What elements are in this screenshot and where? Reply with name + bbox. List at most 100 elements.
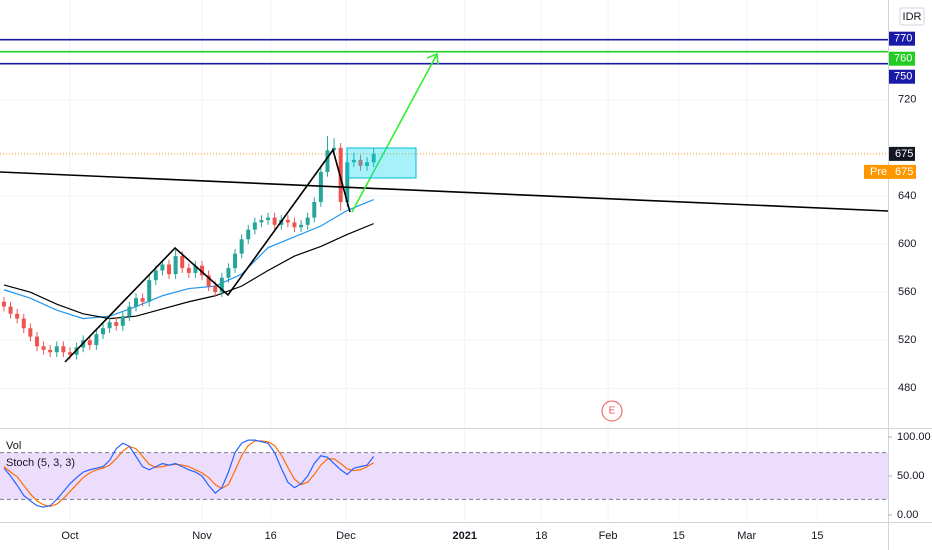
candle-body [160, 264, 165, 271]
moving-average [3, 223, 374, 320]
candle-body [54, 346, 59, 353]
candle-body [292, 222, 297, 228]
candle-body [345, 162, 350, 202]
candle-body [318, 171, 323, 202]
candle-body [107, 322, 112, 329]
event-circle [601, 400, 623, 422]
axes: 480 520 560 600 640 720 Oct Nov 16 Dec 2021 18 Feb 15… [61, 31, 931, 542]
y-tick-label: 480 [898, 382, 916, 394]
candle-body [299, 224, 304, 228]
candle-body [140, 298, 145, 302]
y-tick-label: 0.00 [897, 509, 918, 521]
stoch-pane [0, 439, 888, 508]
candle-body [332, 147, 337, 151]
last-price-label: 675 [895, 148, 913, 160]
candle-body [67, 352, 72, 355]
candle-body [15, 313, 20, 319]
candle-body [219, 277, 224, 293]
y-tick-label: 100.00 [897, 431, 931, 443]
level-label: 750 [894, 71, 912, 83]
projection-arrow [351, 53, 438, 213]
candle-body [180, 256, 185, 269]
drawings [0, 52, 889, 363]
x-tick-label: 18 [535, 530, 547, 542]
level-label-box [889, 69, 915, 84]
pre-price-label: 675 [895, 166, 913, 178]
candle-body [365, 162, 370, 166]
candle-body [325, 150, 330, 172]
candle-body [8, 306, 13, 314]
candle-body [127, 306, 132, 317]
candle-body [239, 239, 244, 254]
currency-box [899, 7, 925, 26]
candle-body [147, 280, 152, 302]
x-tick-label: Nov [192, 530, 212, 542]
y-tick-label: 560 [898, 286, 916, 298]
x-tick-label: 15 [673, 530, 685, 542]
candle-body [167, 264, 172, 275]
candle-body [61, 346, 66, 353]
candle-body [48, 349, 53, 353]
trend-line [0, 171, 889, 212]
level-label-box [889, 31, 915, 46]
arrow-head [426, 52, 439, 66]
y-tick-label: 50.00 [897, 470, 925, 482]
zigzag [64, 148, 351, 363]
last-price-box [889, 146, 915, 161]
candle-body [200, 265, 205, 276]
candle-body [285, 220, 290, 223]
stoch-label: Stoch (5, 3, 3) [6, 457, 75, 469]
level-label: 760 [894, 53, 912, 65]
currency: IDR [903, 11, 922, 23]
x-tick-label: Mar [737, 530, 756, 542]
candle-body [28, 328, 33, 337]
candle-body [41, 346, 46, 350]
candle-body [246, 229, 251, 240]
candle-body [358, 159, 363, 166]
candle-body [259, 220, 264, 223]
x-tick-label: 16 [265, 530, 277, 542]
candle-body [233, 253, 238, 269]
candle-body [252, 222, 257, 230]
candle-body [206, 275, 211, 287]
event-marker: E [609, 406, 616, 417]
candle-body [193, 265, 198, 273]
candle-body [186, 268, 191, 273]
candle-body [312, 201, 317, 218]
candle-body [87, 340, 92, 346]
candle-body [134, 298, 139, 307]
candle-body [100, 328, 105, 335]
candle-body [94, 334, 99, 346]
candle-body [173, 256, 178, 275]
moving-average [3, 199, 374, 320]
candle-body [1, 301, 6, 307]
y-tick-label: 640 [898, 190, 916, 202]
stoch-k [3, 439, 375, 508]
pre-box [864, 164, 916, 179]
candle-body [213, 286, 218, 293]
candle-body [34, 336, 39, 347]
volume-label: Vol [6, 440, 21, 452]
y-tick-label: 520 [898, 334, 916, 346]
candle-body [338, 147, 343, 202]
candle-body [371, 153, 376, 163]
y-tick-label: 720 [898, 94, 916, 106]
target-box [346, 147, 417, 179]
candle-body [226, 268, 231, 278]
candle-body [351, 159, 356, 163]
x-tick-label: Oct [61, 530, 78, 542]
stoch-band [0, 452, 888, 500]
candle-body [114, 322, 119, 326]
level-label-box [889, 51, 915, 66]
level-label: 770 [894, 33, 912, 45]
candle-body [21, 318, 26, 329]
x-tick-label: 2021 [453, 530, 477, 542]
candle-body [153, 270, 158, 281]
x-tick-label: Feb [599, 530, 618, 542]
x-tick-label: Dec [336, 530, 356, 542]
candle-body [266, 217, 271, 221]
pre-label: Pre [870, 166, 887, 178]
candle-body [120, 316, 125, 326]
x-tick-label: 15 [811, 530, 823, 542]
